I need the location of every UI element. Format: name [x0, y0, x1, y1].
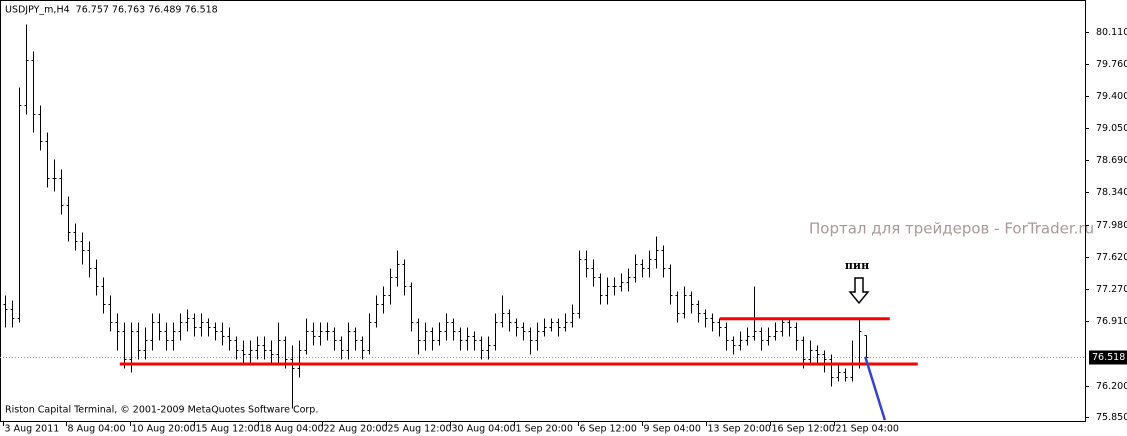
pin-arrow — [848, 277, 870, 305]
y-tick-label: 77.620 — [1096, 252, 1127, 263]
x-tick-label: 30 Aug 04:00 — [452, 424, 516, 435]
y-tick-label: 80.110 — [1096, 27, 1127, 38]
y-tick-label: 76.910 — [1096, 316, 1127, 327]
x-tick-label: 13 Sep 20:00 — [708, 424, 771, 435]
x-tick-label: 15 Aug 12:00 — [196, 424, 260, 435]
trend-line — [864, 356, 887, 421]
x-tick-label: 22 Aug 20:00 — [324, 424, 388, 435]
pin-label: пин — [845, 259, 869, 272]
x-tick-label: 6 Sep 12:00 — [580, 424, 637, 435]
x-tick-label: 3 Aug 2011 — [5, 424, 60, 435]
y-tick-label: 75.850 — [1096, 412, 1127, 423]
x-tick-label: 9 Sep 04:00 — [644, 424, 701, 435]
x-tick-label: 18 Aug 04:00 — [260, 424, 324, 435]
x-tick-label: 10 Aug 20:00 — [132, 424, 196, 435]
y-tick-label: 77.270 — [1096, 284, 1127, 295]
y-tick-label: 79.760 — [1096, 59, 1127, 70]
y-tick-label: 76.200 — [1096, 381, 1127, 392]
y-tick-label: 79.400 — [1096, 91, 1127, 102]
watermark: Портал для трейдеров - ForTrader.ru — [809, 220, 1094, 238]
x-tick-label: 1 Sep 20:00 — [516, 424, 573, 435]
current-price-label: 76.518 — [1092, 352, 1125, 363]
footer: Riston Capital Terminal, © 2001-2009 Met… — [5, 405, 318, 416]
y-tick-label: 78.340 — [1096, 187, 1127, 198]
x-tick-label: 25 Aug 12:00 — [388, 424, 452, 435]
plot-frame — [0, 0, 1086, 422]
x-tick-label: 16 Sep 12:00 — [772, 424, 835, 435]
current-price-box — [1089, 350, 1127, 365]
y-tick-label: 77.980 — [1096, 220, 1127, 231]
y-tick-label: 79.050 — [1096, 123, 1127, 134]
x-tick-label: 21 Sep 04:00 — [836, 424, 899, 435]
x-tick-label: 8 Aug 04:00 — [68, 424, 126, 435]
chart-title: USDJPY_m,H4 76.757 76.763 76.489 76.518 — [5, 5, 218, 16]
y-tick-label: 78.690 — [1096, 155, 1127, 166]
